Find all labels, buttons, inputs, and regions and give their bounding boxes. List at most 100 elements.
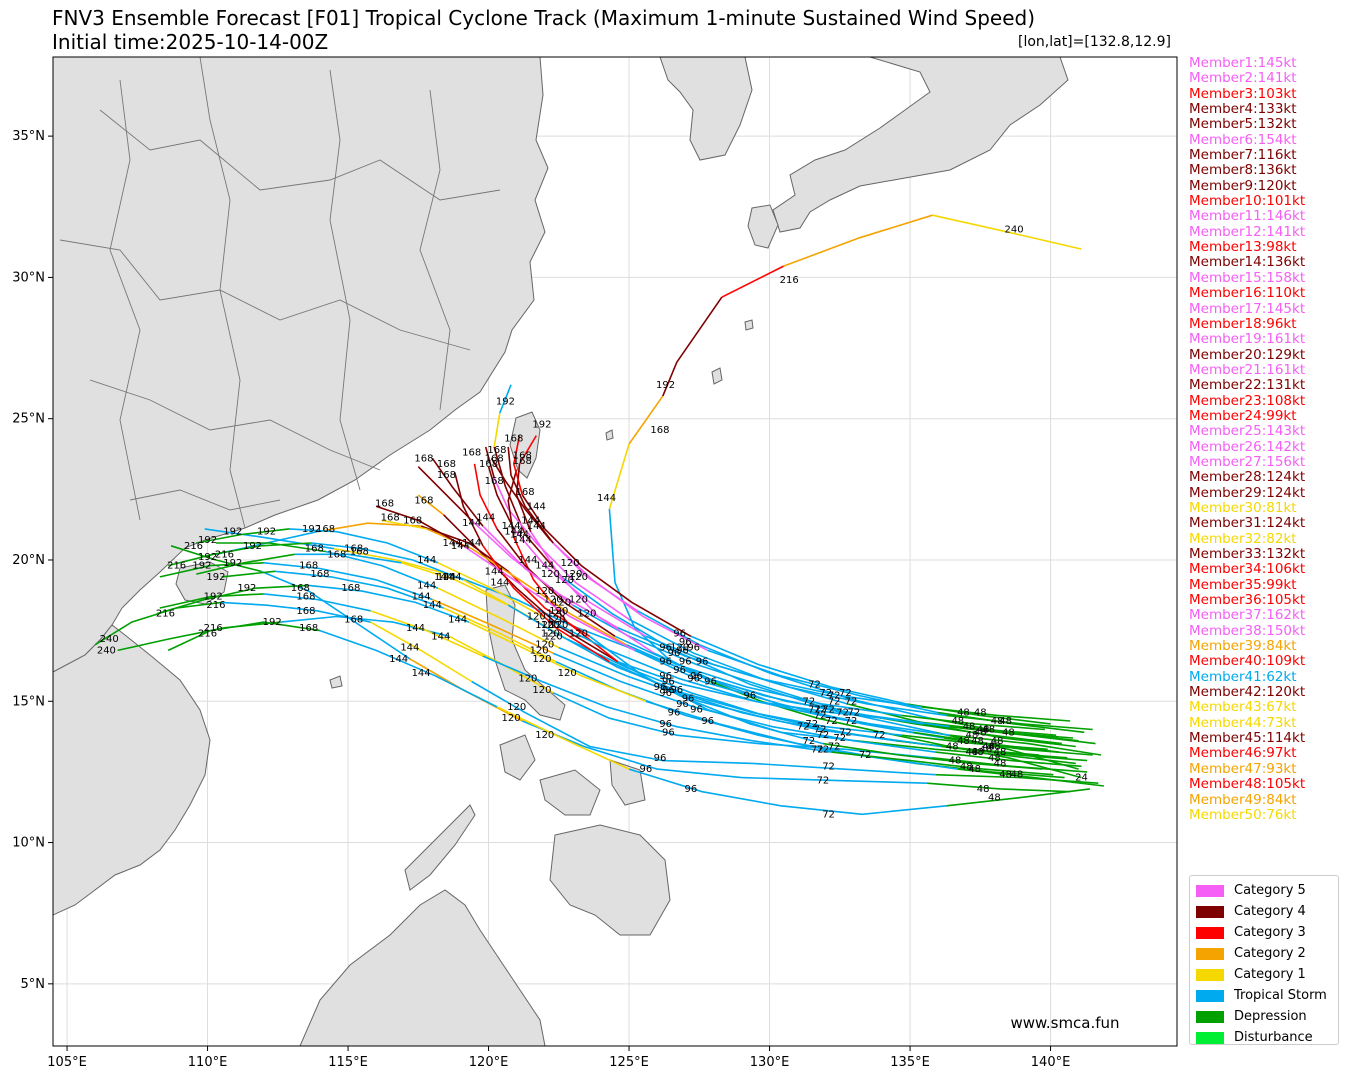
forecast-hour-label: 192 [263,617,282,628]
forecast-hour-label: 48 [977,784,990,795]
forecast-hour-label: 72 [808,679,821,690]
forecast-hour-label: 72 [828,696,841,707]
forecast-hour-label: 96 [690,705,703,716]
forecast-hour-label: 120 [670,643,689,654]
track-segment [645,635,947,717]
forecast-hour-label: 168 [437,470,456,481]
member-entry: Member40:109kt [1189,653,1306,670]
forecast-hour-label: 48 [966,747,979,758]
track-segment [496,706,630,770]
x-tick-label: 115°E [328,1055,368,1070]
member-entry: Member36:105kt [1189,592,1306,609]
track-segment [482,545,610,663]
forecast-hour-label: 120 [501,713,520,724]
member-entry: Member30:81kt [1189,499,1297,516]
forecast-hour-label: 96 [662,676,675,687]
track-segment [901,714,1045,731]
track-segment [490,457,552,541]
forecast-hour-label: 120 [535,620,554,631]
forecast-hour-label: 96 [704,676,717,687]
forecast-hour-label: 120 [560,558,579,569]
legend-item: Depression [1196,1006,1332,1027]
track-segment [94,601,222,646]
track-segment [949,734,1102,756]
track-segment [325,550,439,589]
track-segment [552,692,933,759]
track-segment [375,505,464,547]
forecast-hour-label: 168 [344,544,363,555]
member-entry: Member29:124kt [1189,484,1306,501]
forecast-hour-label: 168 [403,515,422,526]
track-time-labels: 2448729612014416819221624048729612014416… [97,224,1088,820]
province-borders [59,57,501,529]
track-segment [710,680,950,748]
track-segment [932,214,1082,250]
forecast-hour-label: 144 [406,623,425,634]
member-entry: Member23:108kt [1189,392,1306,409]
forecast-hour-label: 192 [223,527,242,538]
legend-swatch [1196,926,1224,939]
borneo [299,889,546,1046]
forecast-hour-label: 144 [434,572,453,583]
forecast-hour-label: 120 [549,620,568,631]
forecast-hour-label: 120 [535,730,554,741]
forecast-hour-label: 192 [532,419,551,430]
forecast-hour-label: 192 [206,572,225,583]
forecast-hour-label: 192 [198,535,217,546]
forecast-hour-label: 72 [828,691,841,702]
forecast-hour-label: 72 [814,705,827,716]
forecast-hour-label: 48 [977,725,990,736]
visayas-islands [499,734,646,816]
forecast-hour-label: 120 [569,628,588,639]
forecast-hour-label: 120 [577,609,596,620]
forecast-hour-label: 216 [204,623,223,634]
track-segment [901,734,1048,751]
y-tick-label: 30°N [12,270,45,285]
forecast-hour-label: 48 [971,736,984,747]
track-segment [468,621,647,703]
forecast-hour-label: 192 [243,541,262,552]
forecast-hour-label: 96 [673,628,686,639]
forecast-hour-label: 48 [982,741,995,752]
track-segment [949,725,1096,745]
track-segment [156,584,309,615]
track-segment [521,720,927,784]
forecast-hour-label: 216 [167,561,186,572]
forecast-hour-label: 72 [836,708,849,719]
forecast-hour-label: 48 [982,725,995,736]
forecast-hour-label: 96 [701,716,714,727]
track-segment [216,542,326,553]
track-segment [221,601,371,623]
track-segment [940,745,1088,762]
track-segment [370,621,473,683]
forecast-hour-label: 168 [516,487,535,498]
track-segment [946,788,1090,807]
track-segment [617,627,922,708]
initial-time: Initial time:2025-10-14-00Z [52,30,329,54]
forecast-hour-label: 168 [327,549,346,560]
forecast-hour-label: 96 [662,727,675,738]
forecast-hour-label: 72 [847,708,860,719]
forecast-hour-label: 120 [541,569,560,580]
forecast-hour-label: 168 [341,583,360,594]
forecast-hour-label: 96 [744,691,757,702]
forecast-hour-label: 168 [375,498,394,509]
forecast-hour-label: 96 [679,637,692,648]
forecast-hour-label: 168 [485,453,504,464]
forecast-hour-label: 120 [527,611,546,622]
forecast-hour-label: 168 [513,450,532,461]
forecast-hour-label: 144 [501,521,520,532]
forecast-hour-label: 144 [448,614,467,625]
forecast-hour-label: 96 [676,645,689,656]
forecast-hour-label: 96 [685,784,698,795]
track-segment [159,562,264,578]
track-segment [167,621,321,652]
forecast-hour-label: 216 [198,628,217,639]
forecast-hour-label: 96 [682,693,695,704]
forecast-hour-label: 144 [535,561,554,572]
track-segment [552,542,709,652]
forecast-hour-label: 144 [476,513,495,524]
x-tick-label: 110°E [188,1055,228,1070]
x-tick-label: 135°E [890,1055,930,1070]
